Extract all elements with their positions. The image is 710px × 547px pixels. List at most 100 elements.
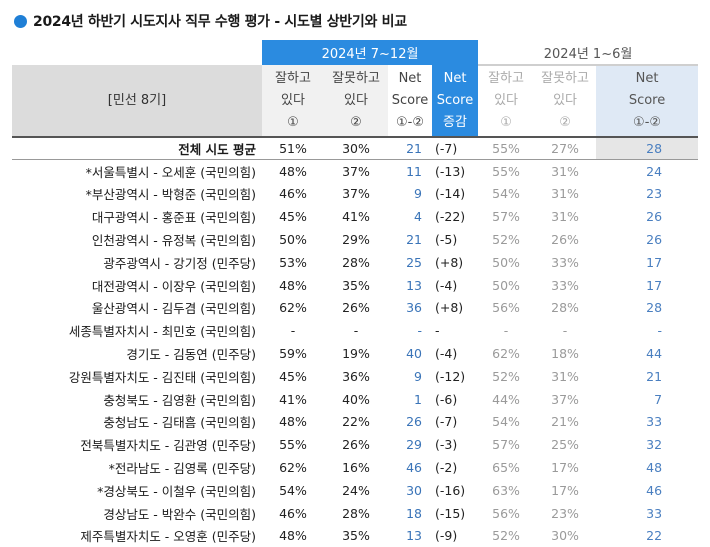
cell-net: 13 <box>406 277 422 293</box>
row-name: 강원특별자치도 - 김진태 (국민의힘) <box>68 369 256 385</box>
table-row: 세종특별자치시 - 최민호 (국민의힘) - - - - - - - <box>12 319 698 342</box>
row-name: 전북특별자치도 - 김관영 (민주당) <box>80 438 256 454</box>
cell-bad: 29% <box>342 232 370 248</box>
cell-net: 21 <box>388 136 432 161</box>
cell-net: - <box>417 323 422 339</box>
cell-net: 36 <box>406 300 422 316</box>
cell-prev-net: 48 <box>646 460 663 476</box>
title-bar: 2024년 하반기 시도지사 직무 수행 평가 - 시도별 상반기와 비교 <box>14 10 407 32</box>
cell-prev-good: 62% <box>492 346 520 362</box>
cell-prev-good: 57% <box>492 209 520 225</box>
cell-net: 18 <box>406 505 422 521</box>
average-row: 전체 시도 평균 51% 30% 21 (-7) 55% 27% 28 <box>12 136 699 161</box>
cell-bad: 19% <box>342 346 370 362</box>
cell-good: 55% <box>279 437 307 453</box>
cell-good: 51% <box>262 136 324 161</box>
cell-good: 48% <box>279 277 307 293</box>
cell-change: (-3) <box>435 437 458 453</box>
cell-prev-bad: 26% <box>551 232 579 248</box>
row-name: 경기도 - 김동연 (민주당) <box>126 347 256 363</box>
cell-prev-net: 28 <box>646 300 663 316</box>
cell-change: (-6) <box>435 391 458 407</box>
cell-bad: 41% <box>342 209 370 225</box>
row-name: *부산광역시 - 박형준 (국민의힘) <box>85 187 256 203</box>
cell-prev-bad: 28% <box>551 300 579 316</box>
row-name: *전라남도 - 김영록 (민주당) <box>108 461 256 477</box>
row-name: *서울특별시 - 오세훈 (국민의힘) <box>85 164 256 180</box>
cell-bad: 26% <box>342 437 370 453</box>
cell-net: 9 <box>414 368 422 384</box>
cell-prev-net: 33 <box>646 414 663 430</box>
row-name: 광주광역시 - 강기정 (민주당) <box>103 255 256 271</box>
cell-bad: 37% <box>342 163 370 179</box>
table-body: 전체 시도 평균 51% 30% 21 (-7) 55% 27% 28 *서울특별시 - 오세훈… <box>12 136 699 547</box>
cell-prev-net: 7 <box>654 391 663 407</box>
table-row: 경상남도 - 박완수 (국민의힘) 46% 28% 18 (-15) 56% 23% 33 <box>12 502 698 525</box>
table-row: 대전광역시 - 이장우 (국민의힘) 48% 35% 13 (-4) 50% 33% 17 <box>12 274 698 297</box>
row-name: 충청남도 - 김태흠 (국민의힘) <box>103 415 256 431</box>
cell-prev-good: 54% <box>492 414 520 430</box>
cell-net: 9 <box>414 186 422 202</box>
cell-prev-net: 24 <box>646 163 663 179</box>
cell-prev-good: 56% <box>492 300 520 316</box>
cell-change: - <box>435 323 440 339</box>
row-name: 경상남도 - 박완수 (국민의힘) <box>103 506 256 522</box>
table-row: 경기도 - 김동연 (민주당) 59% 19% 40 (-4) 62% 18% 44 <box>12 342 698 365</box>
cell-change: (-4) <box>435 277 458 293</box>
cell-change: (-7) <box>435 414 458 430</box>
cell-prev-bad: 31% <box>551 368 579 384</box>
header-blank <box>12 40 262 65</box>
cell-prev-bad: - <box>562 323 568 339</box>
approval-table: 2024년 7~12월 2024년 1~6월 [민선 8기] 잘하고 있다 ① 잘못… <box>12 40 699 547</box>
cell-prev-bad: 30% <box>551 528 579 544</box>
cell-prev-net: 17 <box>646 254 663 270</box>
cell-net: 26 <box>406 414 422 430</box>
cell-prev-good: 57% <box>492 437 520 453</box>
cell-good: 45% <box>279 209 307 225</box>
col-good-header: 잘하고 있다 ① <box>262 65 324 137</box>
cell-good: 48% <box>279 528 307 544</box>
cell-change: (-14) <box>435 186 466 202</box>
cell-prev-net: 22 <box>646 528 663 544</box>
table-row: 강원특별자치도 - 김진태 (국민의힘) 45% 36% 9 (-12) 52% 31% 21 <box>12 365 698 388</box>
row-name: 세종특별자치시 - 최민호 (국민의힘) <box>68 324 256 340</box>
prev-col-good-header: 잘하고 있다 ① <box>478 65 535 137</box>
cell-bad: 22% <box>342 414 370 430</box>
cell-prev-good: 54% <box>492 186 520 202</box>
cell-net: 11 <box>406 163 422 179</box>
row-label-header: [민선 8기] <box>12 65 262 137</box>
cell-prev-net: 26 <box>646 232 663 248</box>
cell-prev-good: 50% <box>492 254 520 270</box>
row-name: 전체 시도 평균 <box>12 136 262 161</box>
cell-good: 46% <box>279 186 307 202</box>
col-net-header: Net Score ①-② <box>388 65 432 137</box>
cell-bad: 16% <box>342 460 370 476</box>
table-row: *경상북도 - 이철우 (국민의힘) 54% 24% 30 (-16) 63% 17% 46 <box>12 479 698 502</box>
cell-prev-good: 52% <box>492 368 520 384</box>
table-row: 인천광역시 - 유정복 (국민의힘) 50% 29% 21 (-5) 52% 26% 26 <box>12 228 698 251</box>
table-row: 충청북도 - 김영환 (국민의힘) 41% 40% 1 (-6) 44% 37% 7 <box>12 388 698 411</box>
row-name: 대전광역시 - 이장우 (국민의힘) <box>91 278 256 294</box>
cell-net: 4 <box>414 209 422 225</box>
cell-net: 40 <box>406 346 422 362</box>
cell-change: (-12) <box>435 368 466 384</box>
cell-prev-good: 63% <box>492 482 520 498</box>
cell-prev-net: 21 <box>646 368 663 384</box>
page-title: 2024년 하반기 시도지사 직무 수행 평가 - 시도별 상반기와 비교 <box>33 14 407 30</box>
col-change-header: Net Score 증감 <box>432 65 479 137</box>
cell-prev-net: - <box>657 323 663 339</box>
prev-col-bad-header: 잘못하고 있다 ② <box>534 65 597 137</box>
cell-net: 46 <box>406 460 422 476</box>
table-row: *부산광역시 - 박형준 (국민의힘) 46% 37% 9 (-14) 54% 31% 23 <box>12 183 698 206</box>
cell-prev-net: 26 <box>646 209 663 225</box>
cell-change: (-22) <box>435 209 466 225</box>
cell-prev-bad: 18% <box>551 346 579 362</box>
cell-good: 59% <box>279 346 307 362</box>
cell-prev-good: 65% <box>492 460 520 476</box>
cell-prev-net: 17 <box>646 277 663 293</box>
table-row: 제주특별자치도 - 오영훈 (민주당) 48% 35% 13 (-9) 52% 30% 22 <box>12 525 698 547</box>
table-row: 충청남도 - 김태흠 (국민의힘) 48% 22% 26 (-7) 54% 21% 33 <box>12 411 698 434</box>
cell-prev-net: 28 <box>596 136 699 161</box>
cell-good: - <box>290 323 296 339</box>
cell-good: 48% <box>279 414 307 430</box>
